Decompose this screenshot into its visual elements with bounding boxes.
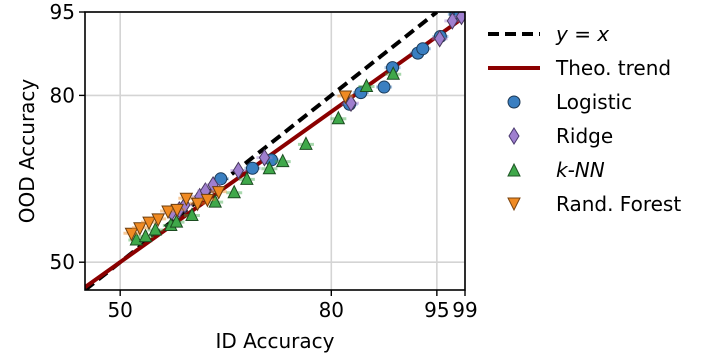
x-tick-label: 50 xyxy=(107,298,132,322)
legend: y = x Theo. trend Logistic Ridge k-NN Ra… xyxy=(488,22,681,216)
ridge-point xyxy=(232,161,244,180)
y-tick-label: 95 xyxy=(50,0,75,24)
k-nn-point xyxy=(299,136,313,150)
k-nn-point xyxy=(359,78,374,93)
rand-forest-point xyxy=(190,197,205,212)
x-axis-title: ID Accuracy xyxy=(216,329,335,353)
logistic-point xyxy=(377,80,391,94)
legend-logistic-label: Logistic xyxy=(556,90,632,114)
k-nn-point xyxy=(331,110,346,125)
ridge-point xyxy=(345,94,357,113)
rand-forest-point xyxy=(133,222,147,236)
ridge-point xyxy=(446,12,458,30)
legend-rf-marker xyxy=(507,197,521,212)
x-tick-label: 80 xyxy=(319,298,344,322)
plot-frame xyxy=(84,11,466,291)
ridge-point xyxy=(434,29,446,48)
y-tick-label: 80 xyxy=(50,83,75,107)
k-nn-point xyxy=(148,221,163,236)
rand-forest-point xyxy=(161,205,175,220)
trend-line xyxy=(85,14,465,289)
legend-knn-label: k-NN xyxy=(556,158,605,182)
rand-forest-point xyxy=(211,186,226,200)
logistic-point xyxy=(245,161,259,175)
k-nn-point xyxy=(275,153,290,168)
y-axis-title: OOD Accuracy xyxy=(15,79,39,224)
y-tick-label: 50 xyxy=(50,250,75,274)
x-tick-label: 99 xyxy=(452,298,477,322)
legend-knn-marker xyxy=(507,162,521,177)
legend-rf-label: Rand. Forest xyxy=(556,192,681,216)
x-tick-label: 95 xyxy=(424,298,449,322)
plot-area xyxy=(85,12,465,290)
rand-forest-point xyxy=(200,193,215,208)
k-nn-point xyxy=(138,228,153,243)
legend-ridge-marker xyxy=(508,127,520,145)
legend-ridge-label: Ridge xyxy=(556,124,613,148)
rand-forest-point xyxy=(179,192,194,207)
k-nn-point xyxy=(262,160,277,175)
rand-forest-point xyxy=(124,227,139,242)
k-nn-point xyxy=(185,207,199,221)
k-nn-point xyxy=(169,214,184,228)
rand-forest-point xyxy=(151,213,165,227)
k-nn-point xyxy=(227,184,241,199)
legend-yx-label: y = x xyxy=(555,22,609,46)
rand-forest-point xyxy=(170,203,184,218)
k-nn-point xyxy=(386,66,401,80)
ridge-point xyxy=(258,148,271,167)
rand-forest-point xyxy=(338,90,353,105)
logistic-point xyxy=(416,42,430,56)
rand-forest-point xyxy=(142,216,156,231)
legend-logistic-marker xyxy=(507,95,521,109)
legend-theo-label: Theo. trend xyxy=(555,56,671,80)
k-nn-point xyxy=(240,171,254,185)
k-nn-point xyxy=(208,194,222,208)
